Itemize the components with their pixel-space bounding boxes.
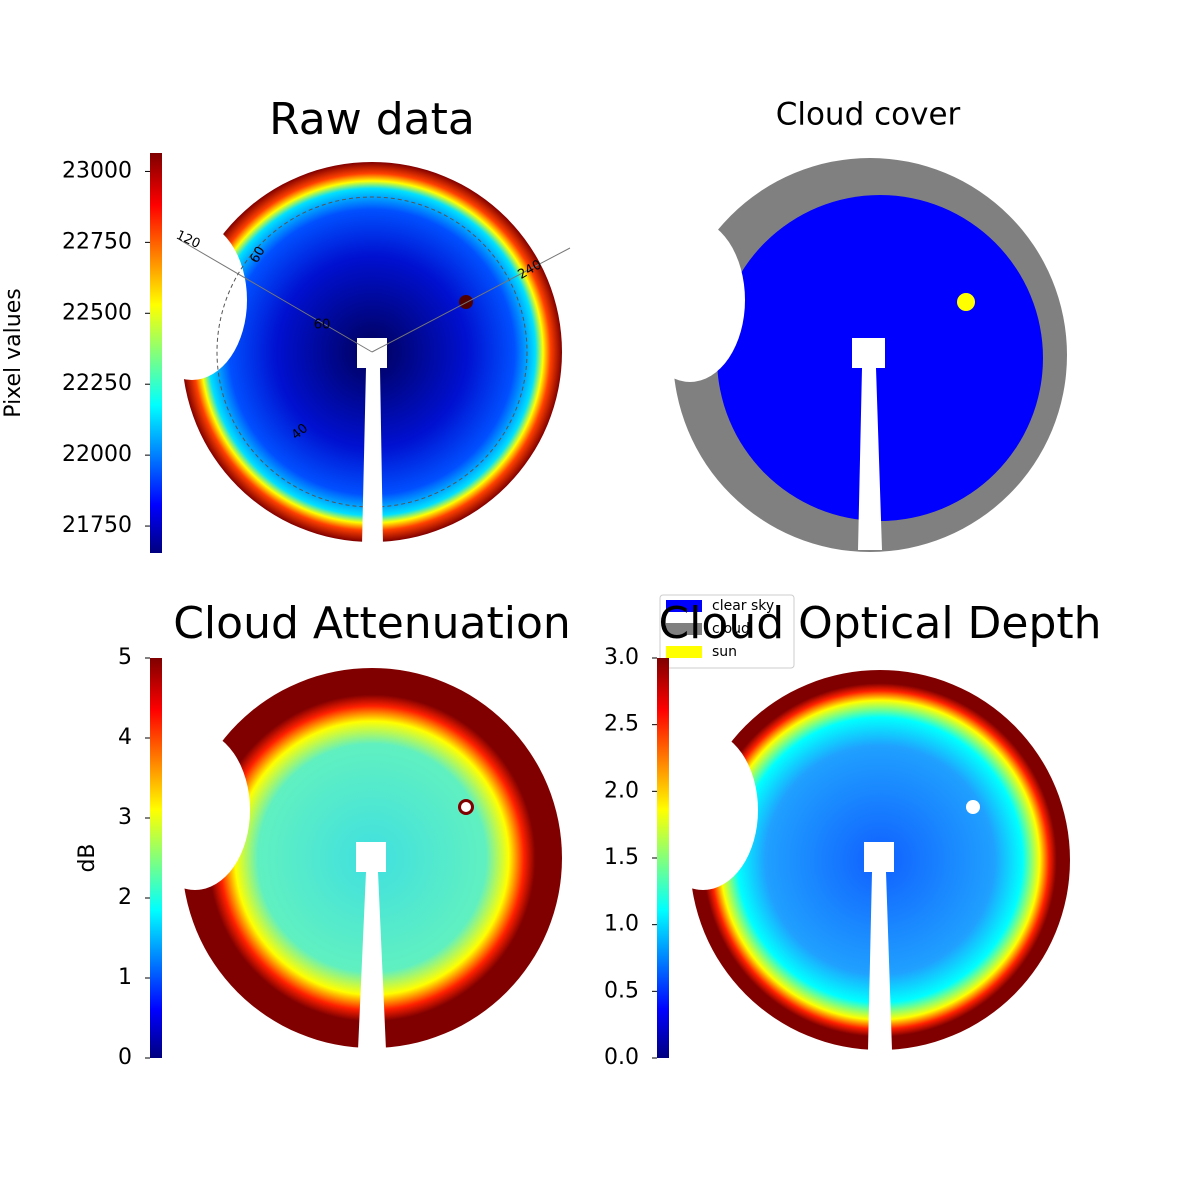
legend-swatch — [666, 646, 702, 658]
colorbar-tick-label: 3.0 — [604, 645, 639, 670]
polar-annotation: 60 — [247, 244, 268, 266]
chart-title: Raw data — [269, 94, 475, 145]
colorbar-tick-label: 23000 — [62, 158, 132, 183]
chart-title: Cloud cover — [776, 97, 961, 133]
chart-title: Cloud Optical Depth — [658, 598, 1101, 649]
colorbar-tick-label: 22250 — [62, 371, 132, 396]
colorbar-tick-label: 3 — [118, 805, 132, 830]
colorbar-tick-label: 22750 — [62, 229, 132, 254]
colorbar-tick-label: 2.0 — [604, 778, 639, 803]
chart-title: Cloud Attenuation — [173, 598, 571, 649]
legend-label: sun — [712, 644, 737, 660]
raw-image — [137, 162, 571, 545]
legend-swatch — [666, 600, 702, 612]
colorbar-tick-label: 21750 — [62, 513, 132, 538]
colorbar-tick-label: 0 — [118, 1045, 132, 1070]
colorbar — [150, 658, 162, 1058]
legend-swatch — [666, 623, 702, 635]
colorbar-tick-label: 2 — [118, 885, 132, 910]
cloud-image — [635, 158, 1067, 552]
colorbar-tick-label: 1.5 — [604, 845, 639, 870]
optical-depth-image — [648, 670, 1070, 1050]
colorbar-label: dB — [75, 843, 100, 872]
polar-annotation: 60 — [314, 318, 331, 333]
colorbar — [150, 153, 162, 553]
colorbar-tick-label: 4 — [118, 725, 132, 750]
attenuation-image — [140, 668, 562, 1050]
colorbar-tick-label: 1.0 — [604, 912, 639, 937]
colorbar-tick-label: 5 — [118, 645, 132, 670]
colorbar-tick-label: 22000 — [62, 442, 132, 467]
colorbar-tick-label: 0.0 — [604, 1045, 639, 1070]
colorbar-label: Pixel values — [1, 288, 26, 417]
labels: Raw data 21750 22000 22250 22500 22750 23000 Pi… — [1, 94, 1102, 1070]
legend-label: clear sky — [712, 598, 774, 614]
legend-label: cloud — [712, 621, 750, 637]
colorbar — [657, 658, 669, 1058]
colorbar-tick-label: 22500 — [62, 300, 132, 325]
colorbar-tick-label: 0.5 — [604, 978, 639, 1003]
colorbar-tick-label: 2.5 — [604, 712, 639, 737]
colorbar-tick-label: 1 — [118, 965, 132, 990]
legend: clear sky cloud sun — [659, 594, 795, 669]
